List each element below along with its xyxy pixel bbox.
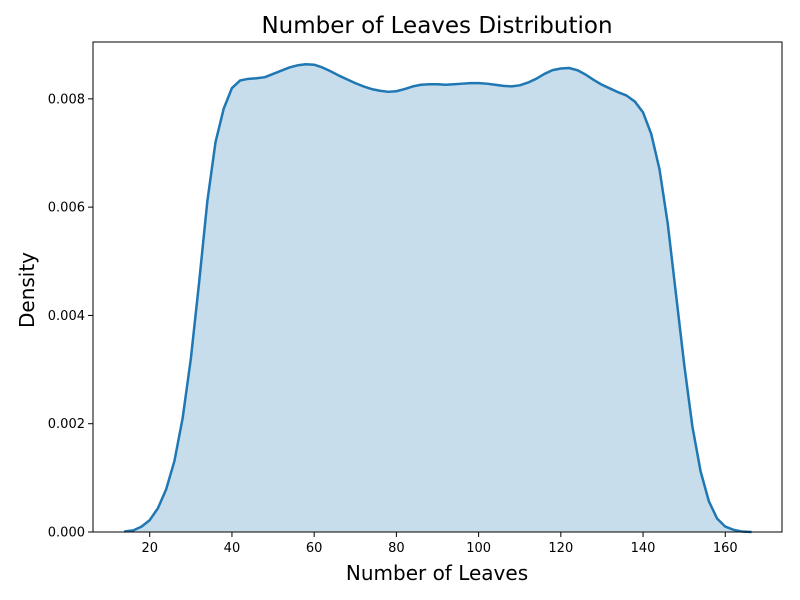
x-tick-label: 120	[548, 541, 573, 556]
y-axis-label: Density	[15, 252, 39, 328]
x-axis-label: Number of Leaves	[346, 561, 528, 585]
plot-group	[124, 62, 752, 534]
density-area-fill	[124, 64, 752, 532]
y-tick-label: 0.002	[48, 417, 85, 432]
x-tick-label: 20	[141, 541, 158, 556]
x-tick-label: 100	[466, 541, 491, 556]
density-line	[124, 62, 752, 534]
y-tick-label: 0.008	[48, 92, 85, 107]
x-axis: 20 40 60 80 100 120 140 160	[141, 532, 738, 556]
chart-title: Number of Leaves Distribution	[261, 13, 612, 39]
x-tick-label: 40	[224, 541, 241, 556]
y-tick-label: 0.000	[48, 526, 85, 541]
x-tick-label: 140	[631, 541, 656, 556]
y-tick-label: 0.004	[48, 309, 85, 324]
plot-frame	[92, 41, 783, 533]
x-tick-label: 60	[306, 541, 323, 556]
x-tick-label: 160	[713, 541, 738, 556]
y-tick-label: 0.006	[48, 201, 85, 216]
y-axis: 0.000 0.002 0.004 0.006 0.008	[48, 92, 93, 541]
x-tick-label: 80	[388, 541, 405, 556]
